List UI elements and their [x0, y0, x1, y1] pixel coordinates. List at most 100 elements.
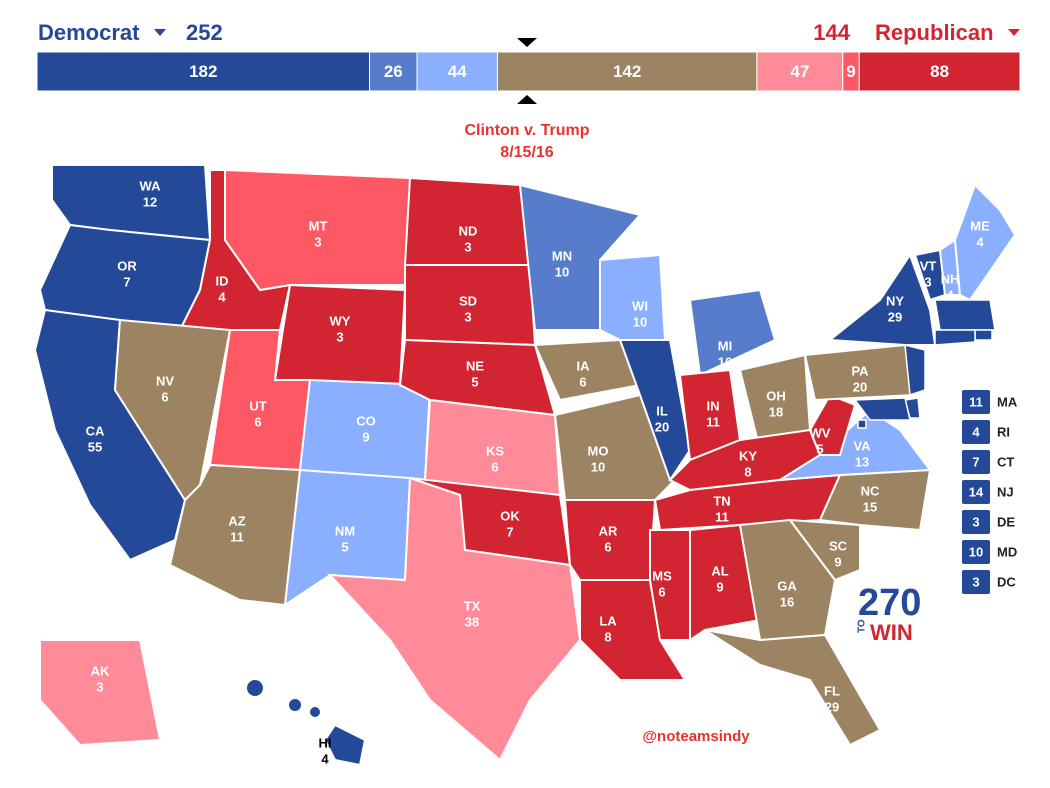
state-shape[interactable]: [327, 476, 582, 762]
small-state-box[interactable]: [962, 480, 990, 504]
state-shape[interactable]: [688, 288, 777, 377]
logo-number: 270: [858, 582, 921, 624]
state-shape[interactable]: [689, 523, 762, 642]
state-ev: 11: [230, 529, 244, 544]
state-abbr: LA: [599, 613, 617, 628]
state-ev: 3: [336, 329, 343, 344]
state-abbr: ID: [216, 273, 229, 288]
state-abbr: MS: [652, 568, 672, 583]
small-state-ev: 7: [972, 454, 979, 469]
state-shape[interactable]: [953, 183, 1017, 302]
state-shape[interactable]: [787, 518, 861, 582]
state-abbr: MO: [588, 443, 609, 458]
state-ev: 7: [506, 524, 513, 539]
small-state-box[interactable]: [962, 420, 990, 444]
republican-label[interactable]: Republican: [875, 20, 994, 45]
state-abbr: FL: [824, 683, 840, 698]
state-ev: 20: [655, 419, 669, 434]
map-title: Clinton v. Trump: [464, 122, 589, 139]
state-shape[interactable]: [808, 393, 857, 456]
state-abbr: NC: [861, 483, 880, 498]
island: [289, 699, 301, 711]
island: [247, 680, 263, 696]
state-abbr: SC: [829, 538, 848, 553]
state-ev: 3: [924, 274, 931, 289]
dropdown-arrow[interactable]: [1008, 29, 1020, 36]
state-ev: 15: [863, 499, 877, 514]
state-shape[interactable]: [704, 629, 882, 747]
state-abbr: TN: [713, 493, 730, 508]
state-ev: 6: [658, 584, 665, 599]
small-state-ev: 4: [972, 424, 980, 439]
state-ev: 4: [976, 234, 984, 249]
small-state-abbr: RI: [997, 424, 1010, 439]
state-ev: 16: [780, 594, 794, 609]
small-state-abbr: CT: [997, 454, 1014, 469]
democrat-label[interactable]: Democrat: [38, 20, 140, 45]
state-ev: 12: [143, 194, 157, 209]
state-abbr: OK: [500, 508, 520, 523]
small-state-ev: 10: [969, 544, 983, 559]
state-ev: 5: [816, 441, 823, 456]
state-abbr: MI: [718, 338, 732, 353]
state-shape: [853, 397, 911, 421]
bar-segment: [369, 51, 418, 92]
state-shape[interactable]: [323, 723, 367, 767]
bar-segment-label: 88: [930, 62, 949, 81]
state-shape[interactable]: [39, 639, 162, 747]
state-abbr: CO: [356, 413, 376, 428]
state-ev: 11: [706, 414, 720, 429]
small-state-abbr: NJ: [997, 484, 1014, 499]
state-shape[interactable]: [649, 529, 691, 641]
small-state-abbr: DC: [997, 574, 1016, 589]
state-abbr: WV: [810, 425, 831, 440]
state-ev: 9: [716, 579, 723, 594]
state-abbr: AK: [91, 663, 110, 678]
bar-segment: [756, 51, 844, 92]
270-marker: [517, 38, 537, 47]
state-shape[interactable]: [738, 518, 837, 642]
small-state-box[interactable]: [962, 570, 990, 594]
270-marker: [517, 95, 537, 104]
state-abbr: TX: [464, 598, 481, 613]
state-ev: 10: [633, 314, 647, 329]
state-abbr: AR: [599, 523, 618, 538]
state-ev: 5: [341, 539, 348, 554]
state-abbr: OR: [117, 258, 137, 273]
state-ev: 4: [321, 751, 329, 766]
state-ev: 38: [465, 614, 479, 629]
state-abbr: ND: [459, 223, 478, 238]
state-shape[interactable]: [818, 468, 932, 532]
state-abbr: NE: [466, 358, 484, 373]
state-abbr: HI: [319, 735, 332, 750]
state-shape[interactable]: [803, 343, 917, 402]
state-shape[interactable]: [618, 339, 692, 483]
small-state-ev: 3: [972, 514, 979, 529]
state-ev: 3: [464, 239, 471, 254]
bar-segment: [858, 51, 1021, 92]
map-date: 8/15/16: [500, 144, 553, 161]
state-abbr: IL: [656, 403, 668, 418]
small-state-box[interactable]: [962, 540, 990, 564]
bar-segment: [496, 51, 758, 92]
small-state-abbr: MA: [997, 394, 1018, 409]
state-abbr: UT: [249, 398, 266, 413]
state-shape: [974, 329, 993, 341]
state-abbr: GA: [777, 578, 797, 593]
state-abbr: NM: [335, 523, 355, 538]
state-abbr: WA: [140, 178, 162, 193]
state-abbr: ME: [970, 218, 990, 233]
small-state-box[interactable]: [962, 510, 990, 534]
state-abbr: VT: [920, 258, 937, 273]
state-ev: 13: [855, 454, 869, 469]
state-abbr: AZ: [228, 513, 245, 528]
dropdown-arrow[interactable]: [154, 29, 166, 36]
bar-segment: [416, 51, 498, 92]
credit: @noteamsindy: [642, 728, 750, 745]
small-state-box[interactable]: [962, 390, 990, 414]
bar-segment-label: 142: [613, 62, 641, 81]
democrat-total: 252: [186, 20, 223, 45]
small-state-box[interactable]: [962, 450, 990, 474]
state-ev: 7: [123, 274, 130, 289]
state-shape[interactable]: [553, 393, 677, 501]
